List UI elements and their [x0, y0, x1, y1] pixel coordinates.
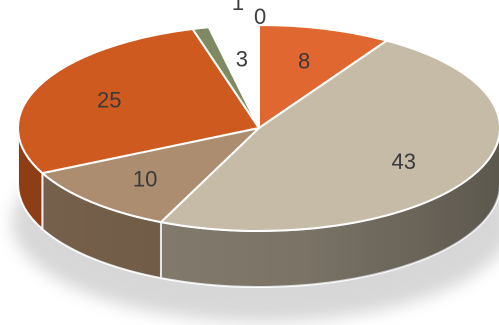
pie-slice-2	[41, 127, 260, 224]
pie-top-layer	[17, 24, 499, 232]
pie-slice-1	[159, 39, 499, 232]
data-label-1: 43	[391, 149, 415, 174]
data-label-2: 10	[133, 166, 157, 191]
data-label-4: 1	[232, 0, 244, 15]
pie-slice-3	[17, 27, 260, 175]
pie-side-layer	[17, 127, 499, 288]
data-label-5: 3	[236, 46, 248, 71]
pie-label-layer: 8 43 10 25 1 30	[97, 0, 416, 191]
data-label-0: 8	[298, 49, 310, 74]
pie-slice-0	[258, 24, 388, 129]
pie-side-shading	[18, 128, 499, 287]
data-label-6: 0	[254, 4, 266, 29]
data-label-3: 25	[97, 88, 121, 113]
